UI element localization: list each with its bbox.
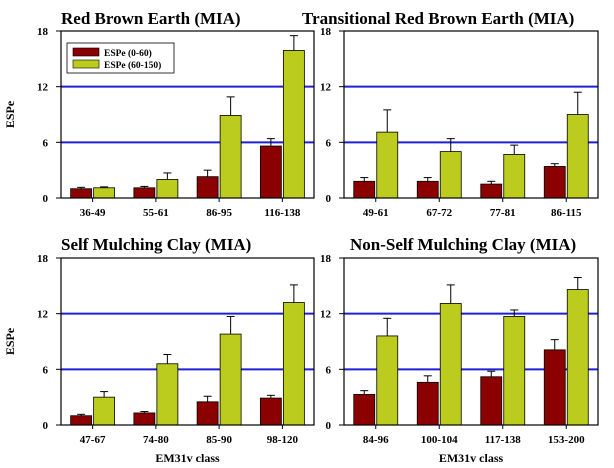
x-tick-label: 153-200 [548, 434, 585, 446]
panel-1: Red Brown Earth (MIA) 36-49 55-61 86-95 116-… [3, 9, 314, 219]
bar-series-1 [417, 181, 438, 198]
x-tick-label: 74-80 [143, 434, 169, 446]
legend-label-2: ESPe (60-150) [104, 60, 161, 71]
x-axis-label: EM31v class [155, 451, 220, 465]
bar-series-1 [354, 394, 375, 425]
y-tick-label: 0 [43, 193, 49, 205]
bar-series-1 [481, 184, 502, 198]
bar-series-2 [94, 188, 115, 198]
bar-series-1 [260, 398, 281, 425]
panel-4: Non-Self Mulching Clay (MIA) 84-96 100-104… [320, 235, 598, 465]
x-tick-label: 85-90 [206, 434, 232, 446]
panel-title: Transitional Red Brown Earth (MIA) [302, 9, 574, 28]
y-tick-label: 6 [43, 137, 49, 149]
y-tick-label: 18 [37, 253, 49, 265]
bar-series-1 [481, 377, 502, 425]
x-tick-label: 98-120 [267, 434, 299, 446]
y-tick-label: 18 [37, 26, 49, 38]
bar-series-2 [283, 50, 304, 198]
legend-swatch-1 [73, 48, 99, 56]
y-tick-label: 18 [320, 253, 332, 265]
y-tick-label: 6 [326, 364, 332, 376]
x-tick-label: 47-67 [80, 434, 106, 446]
bar-series-2 [504, 154, 525, 198]
legend-label-1: ESPe (0-60) [104, 48, 152, 59]
bar-series-1 [71, 416, 92, 425]
bar-series-1 [354, 181, 375, 198]
bar-series-1 [134, 413, 155, 425]
y-tick-label: 0 [326, 420, 332, 432]
bar-series-1 [544, 166, 565, 198]
bar-series-2 [440, 303, 461, 425]
bar-series-2 [567, 290, 588, 425]
y-tick-label: 6 [43, 364, 49, 376]
y-tick-label: 0 [326, 193, 332, 205]
x-tick-label: 86-115 [551, 207, 582, 219]
panel-title: Non-Self Mulching Clay (MIA) [350, 235, 576, 254]
x-tick-label: 100-104 [421, 434, 458, 446]
y-tick-label: 12 [37, 309, 49, 321]
x-tick-label: 49-61 [363, 207, 389, 219]
x-tick-label: 84-96 [363, 434, 389, 446]
bar-series-2 [567, 115, 588, 199]
x-axis-label: EM31v class [439, 451, 504, 465]
y-axis-label: ESPe [3, 327, 17, 355]
bar-series-2 [94, 397, 115, 425]
bar-series-2 [440, 152, 461, 198]
legend: ESPe (0-60)ESPe (60-150) [67, 43, 174, 73]
y-tick-label: 12 [320, 82, 332, 94]
bar-series-1 [71, 189, 92, 198]
y-tick-label: 12 [37, 82, 49, 94]
bar-series-1 [544, 350, 565, 425]
bar-series-2 [377, 132, 398, 198]
x-tick-label: 86-95 [206, 207, 232, 219]
y-axis-label: ESPe [3, 100, 17, 128]
bar-series-2 [220, 115, 241, 198]
bar-series-1 [197, 177, 218, 198]
bar-series-2 [157, 179, 178, 198]
bar-series-2 [283, 303, 304, 425]
panel-3: Self Mulching Clay (MIA) 47-67 74-80 85-90 9… [3, 235, 314, 465]
panel-title: Red Brown Earth (MIA) [61, 9, 241, 28]
bar-series-1 [260, 146, 281, 198]
y-tick-label: 6 [326, 137, 332, 149]
legend-swatch-2 [73, 60, 99, 68]
y-tick-label: 0 [43, 420, 49, 432]
x-tick-label: 116-138 [264, 207, 301, 219]
x-tick-label: 77-81 [490, 207, 516, 219]
bar-series-2 [157, 364, 178, 425]
bar-series-2 [220, 334, 241, 425]
bar-series-1 [417, 382, 438, 425]
panel-2: Transitional Red Brown Earth (MIA) 49-61 6… [302, 9, 598, 219]
bar-series-2 [504, 316, 525, 425]
x-tick-label: 117-138 [485, 434, 522, 446]
bar-series-1 [197, 402, 218, 425]
panel-title: Self Mulching Clay (MIA) [61, 235, 251, 254]
bar-series-2 [377, 336, 398, 425]
bar-series-1 [134, 188, 155, 198]
x-tick-label: 55-61 [143, 207, 169, 219]
y-tick-label: 12 [320, 309, 332, 321]
x-tick-label: 67-72 [426, 207, 452, 219]
y-tick-label: 18 [320, 26, 332, 38]
x-tick-label: 36-49 [80, 207, 106, 219]
